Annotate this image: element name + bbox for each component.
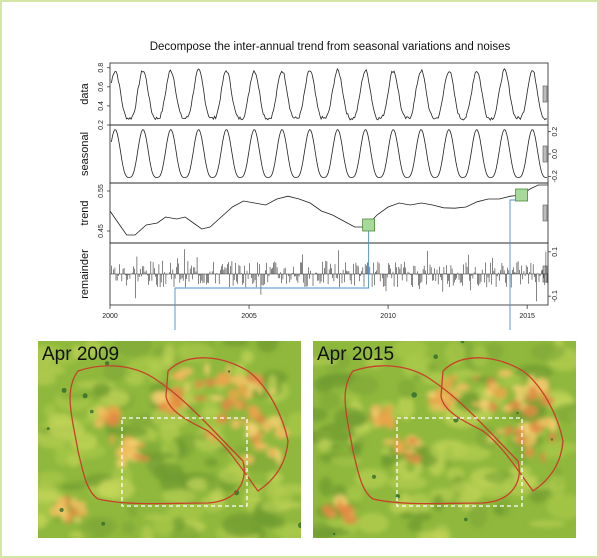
trend-line <box>109 184 548 236</box>
scale-bar <box>542 204 548 222</box>
x-tick-label: 2005 <box>241 313 257 320</box>
scale-bar <box>542 145 548 163</box>
dark-spot <box>59 507 64 513</box>
highlight-box <box>515 188 528 202</box>
outline-region-left <box>69 365 245 505</box>
y-tick-label: 0.1 <box>552 247 559 257</box>
x-tick-label: 2010 <box>380 313 396 320</box>
panel-name: data <box>79 82 91 104</box>
y-tick-label: -0.1 <box>552 290 559 302</box>
dark-spot <box>234 490 240 496</box>
highlight-box <box>362 218 376 232</box>
y-tick-label: 0.2 <box>98 120 105 130</box>
dashed-study-box <box>396 417 523 507</box>
map-label: Apr 2009 <box>42 344 120 365</box>
dark-spot <box>433 354 438 359</box>
y-tick-label: 0.4 <box>98 101 105 111</box>
x-tick-label: 2015 <box>519 313 535 320</box>
y-tick-label: 0.45 <box>98 224 105 238</box>
dark-spot <box>101 521 106 526</box>
dark-spot <box>227 370 231 373</box>
y-tick-label: 0.8 <box>98 63 105 73</box>
dark-spot <box>90 409 94 414</box>
map-2015: Apr 2015 <box>313 341 576 538</box>
dark-spot <box>61 387 67 393</box>
dark-spot <box>460 341 465 344</box>
outline-region-right <box>165 357 289 492</box>
y-tick-label: -0.2 <box>552 170 559 182</box>
panel-frame <box>109 182 549 244</box>
dark-spot <box>82 393 88 399</box>
panel-name: trend <box>79 200 91 225</box>
outline-region-right <box>440 357 564 492</box>
seasonal-line <box>111 129 548 178</box>
dashed-study-box <box>121 417 248 507</box>
panel-data: 0.2 0.4 0.6 0.8 data <box>79 62 549 130</box>
map-texture <box>313 341 576 538</box>
dark-spot <box>105 361 110 366</box>
panel-seasonal: 0.2 0.0 -0.2 seasonal <box>79 124 559 184</box>
dark-spot <box>411 392 417 398</box>
panel-remainder: 0.1 -0.1 remainder <box>79 242 559 306</box>
panel-name: seasonal <box>79 132 91 176</box>
dark-spot <box>550 438 554 441</box>
map-texture <box>38 341 301 538</box>
connector-line <box>174 231 370 330</box>
scale-bar <box>542 85 548 103</box>
y-tick-label: 0.55 <box>98 184 105 198</box>
data-line <box>111 67 548 122</box>
panel-name: remainder <box>79 249 91 299</box>
map-2009: Apr 2009 <box>38 341 301 538</box>
outline-region-left <box>344 365 520 505</box>
dark-spot <box>298 522 301 529</box>
connector-line <box>509 199 523 330</box>
decomposition-chart: Decompose the inter-annual trend from se… <box>79 41 559 330</box>
dark-spot <box>371 474 377 479</box>
y-tick-label: 0.6 <box>98 82 105 92</box>
x-tick-label: 2000 <box>102 313 118 320</box>
dark-spot <box>46 427 50 431</box>
dark-spot <box>333 532 336 536</box>
remainder-spikes <box>111 249 548 302</box>
dark-spot <box>464 517 468 522</box>
y-tick-label: 0.2 <box>552 127 559 137</box>
panel-trend: 0.55 0.45 trend <box>79 182 549 244</box>
chart-title: Decompose the inter-annual trend from se… <box>150 41 511 53</box>
y-tick-label: 0.0 <box>552 149 559 159</box>
dark-spot <box>516 411 519 415</box>
dark-spot <box>395 494 400 499</box>
map-label: Apr 2015 <box>317 344 395 365</box>
